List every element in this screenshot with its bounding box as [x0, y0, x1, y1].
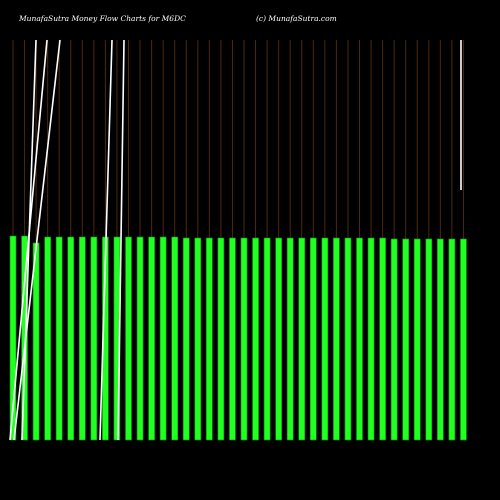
watermark: (c) MunafaSutra.com: [256, 14, 337, 23]
bar: [356, 237, 363, 441]
bar: [148, 236, 155, 441]
bar: [79, 236, 86, 441]
bar: [44, 236, 51, 441]
bar: [136, 236, 144, 441]
bar: [402, 238, 410, 441]
bar: [367, 237, 375, 441]
bar: [252, 237, 259, 441]
bar: [159, 236, 167, 441]
price-line: [99, 39, 113, 441]
bar: [217, 237, 225, 441]
bar: [321, 237, 329, 441]
bar: [286, 237, 294, 441]
bar: [309, 237, 317, 441]
bar: [21, 235, 28, 441]
bar: [206, 237, 213, 441]
bar: [413, 238, 421, 441]
bar: [194, 237, 202, 441]
chart-title: MunafaSutra Money Flow Charts for M6DC: [19, 14, 186, 23]
bar: [9, 235, 17, 441]
bar: [437, 238, 444, 441]
bar: [390, 238, 398, 441]
bar: [55, 236, 63, 441]
bar: [425, 238, 433, 441]
bar: [263, 237, 271, 441]
price-line: [13, 39, 61, 441]
bar: [344, 237, 352, 441]
bar: [379, 237, 386, 441]
bar: [171, 236, 178, 441]
bar: [125, 236, 132, 441]
price-line: [21, 39, 37, 441]
bar: [240, 237, 248, 441]
bar: [460, 238, 467, 441]
bar: [182, 237, 190, 441]
bar: [298, 237, 306, 441]
bar: [90, 236, 98, 441]
bar: [448, 238, 456, 441]
bar: [67, 236, 75, 441]
bar: [333, 237, 340, 441]
bar: [229, 237, 236, 441]
bar: [275, 237, 282, 441]
price-line: [117, 39, 125, 441]
